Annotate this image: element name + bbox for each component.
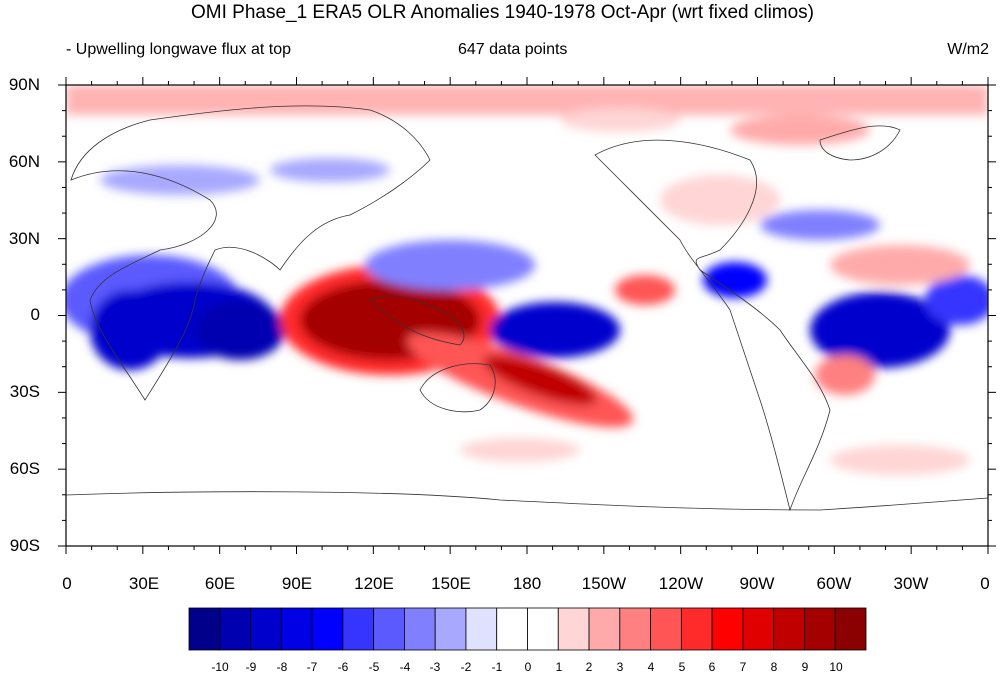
colorbar-label: 1	[555, 660, 563, 674]
colorbar-label: -3	[429, 660, 441, 674]
lon-label: 60E	[204, 574, 236, 593]
colorbar-swatch	[219, 607, 251, 651]
lat-label: 60N	[8, 152, 40, 171]
lon-label: 90E	[281, 574, 313, 593]
colorbar-swatch	[557, 607, 590, 651]
variable-description: - Upwelling longwave flux at top	[66, 41, 292, 58]
colorbar-swatch	[527, 607, 559, 651]
lon-label: 30E	[128, 574, 160, 593]
colorbar-label: -5	[368, 660, 380, 674]
colorbar-swatch	[680, 607, 713, 651]
colorbar-swatch	[342, 607, 375, 651]
chart-title: OMI Phase_1 ERA5 OLR Anomalies 1940-1978…	[190, 2, 815, 23]
lon-label: 60W	[816, 574, 852, 593]
colorbar	[188, 607, 867, 651]
colorbar-swatch	[188, 607, 221, 651]
coastlines	[66, 105, 988, 512]
colorbar-label: -6	[337, 660, 349, 674]
lat-label: 30N	[8, 229, 40, 248]
lon-label: 150E	[431, 574, 471, 593]
lon-label: 150W	[581, 574, 627, 593]
colorbar-label: -9	[245, 660, 257, 674]
lon-label: 90W	[739, 574, 775, 593]
colorbar-swatch	[373, 607, 405, 651]
colorbar-swatch	[619, 607, 651, 651]
colorbar-swatch	[496, 607, 528, 651]
colorbar-swatch	[711, 607, 744, 651]
colorbar-label: 5	[678, 660, 686, 674]
colorbar-swatch	[404, 607, 436, 651]
units-label: W/m2	[947, 41, 989, 58]
colorbar-label: 3	[616, 660, 624, 674]
lon-label: 30W	[893, 574, 929, 593]
colorbar-swatch	[465, 607, 498, 651]
colorbar-swatch	[650, 607, 682, 651]
colorbar-label: -1	[491, 660, 503, 674]
colorbar-swatch	[834, 607, 867, 651]
lat-label: 90N	[8, 75, 40, 94]
colorbar-label: 0	[524, 660, 532, 674]
colorbar-label: 8	[770, 660, 778, 674]
colorbar-swatch	[588, 607, 621, 651]
colorbar-label: -4	[399, 660, 411, 674]
colorbar-label: 4	[647, 660, 655, 674]
lat-label: 30S	[9, 382, 40, 401]
lon-label: 120E	[354, 574, 394, 593]
lat-label: 0	[30, 305, 40, 324]
colorbar-swatch	[280, 607, 313, 651]
lat-label: 90S	[9, 536, 40, 555]
colorbar-label: 2	[585, 660, 593, 674]
colorbar-swatch	[250, 607, 282, 651]
lon-label: 180	[512, 574, 542, 593]
lat-label: 60S	[9, 459, 40, 478]
colorbar-swatch	[742, 607, 775, 651]
colorbar-label: 6	[708, 660, 716, 674]
lon-label: 120W	[658, 574, 704, 593]
colorbar-label: 10	[829, 660, 843, 674]
colorbar-swatch	[773, 607, 805, 651]
colorbar-label: -7	[306, 660, 318, 674]
colorbar-swatch	[434, 607, 467, 651]
anomaly-field	[66, 85, 988, 546]
data-point-count: 647 data points	[458, 41, 568, 58]
colorbar-label: 9	[801, 660, 809, 674]
colorbar-swatch	[311, 607, 344, 651]
colorbar-swatch	[804, 607, 836, 651]
lon-label: 0	[62, 574, 72, 593]
colorbar-label: -2	[460, 660, 472, 674]
colorbar-label: 7	[739, 660, 747, 674]
lon-label: 0	[980, 574, 990, 593]
colorbar-label: -10	[211, 660, 229, 674]
plot-frame	[58, 77, 996, 554]
colorbar-label: -8	[276, 660, 288, 674]
